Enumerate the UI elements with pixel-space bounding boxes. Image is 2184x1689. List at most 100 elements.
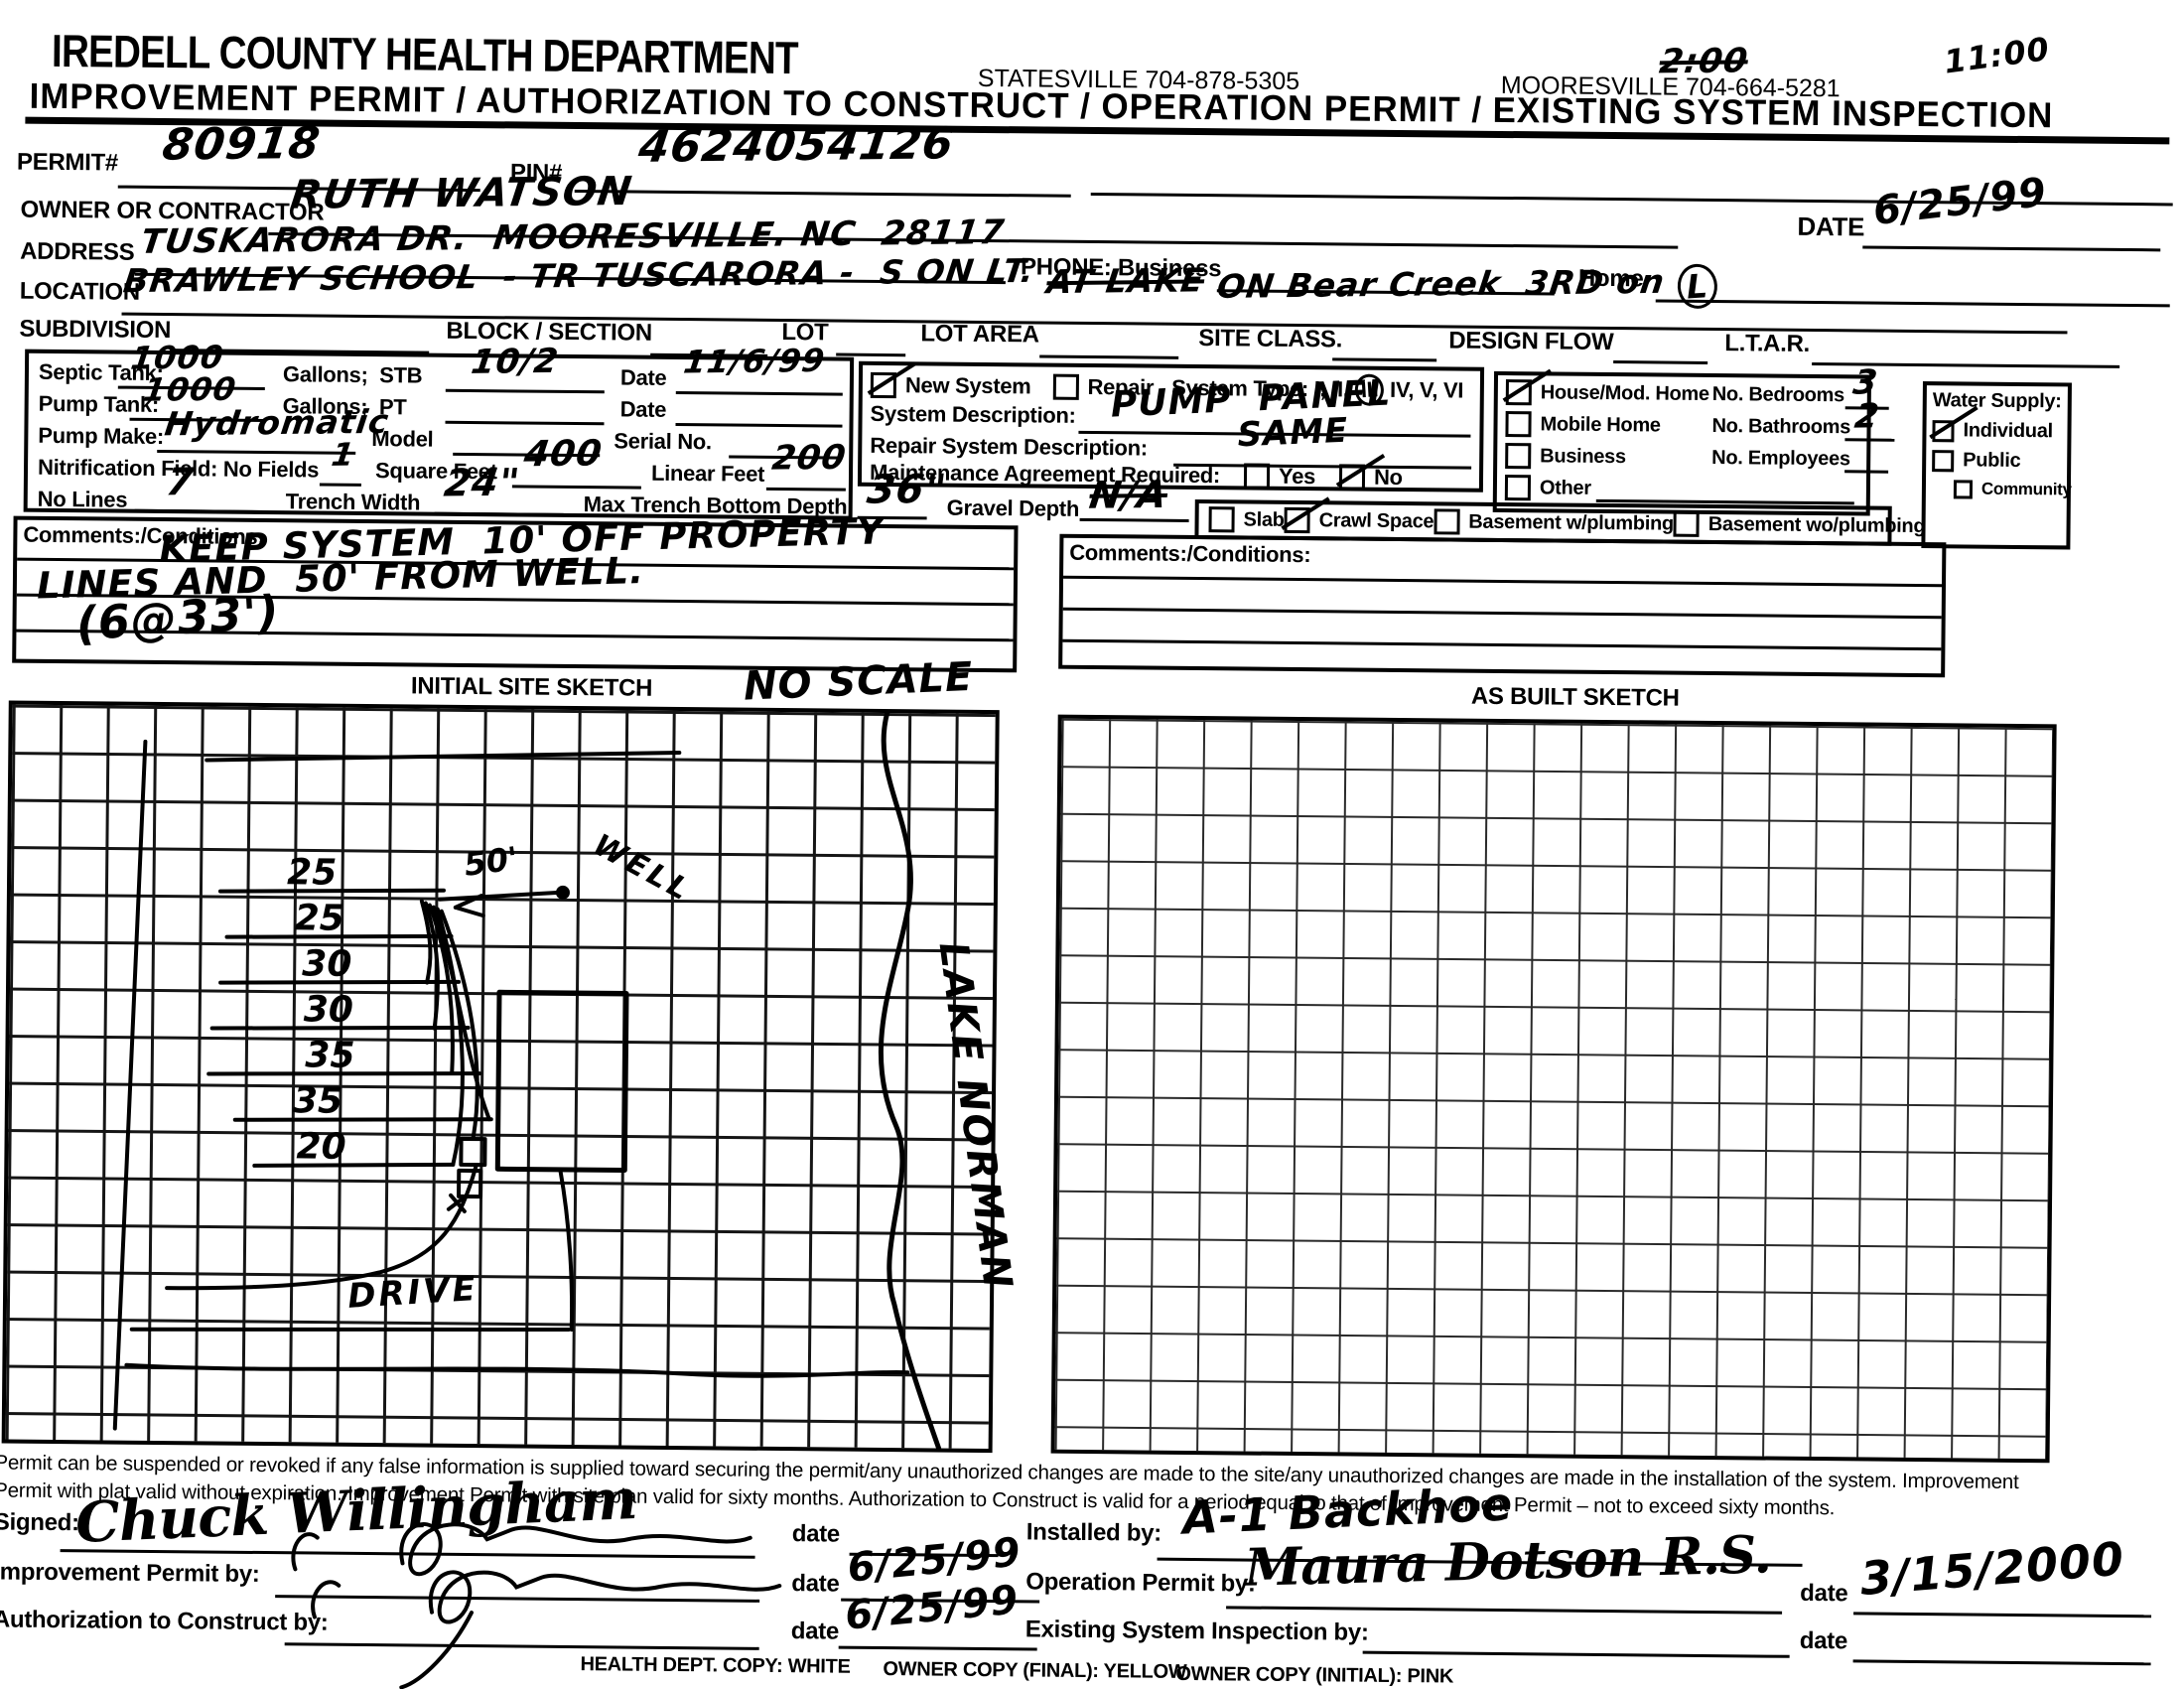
authorization-signature-scribble (311, 1570, 782, 1689)
improvement-signature-scribble (291, 1522, 752, 1577)
location-circled-letter: L (1676, 262, 1719, 311)
improvement-permit-label: Improvement Permit by: (0, 1558, 260, 1589)
checkbox-slab (1208, 506, 1235, 533)
trench-length-label: 35 (293, 1080, 343, 1121)
comments-right-label: Comments:/Conditions: (1069, 539, 1311, 568)
shoreline (878, 710, 942, 1452)
operation-date-underline (1853, 1612, 2152, 1619)
community-row: Community (1953, 479, 2072, 499)
business-row: Business (1505, 442, 1626, 470)
repair-description-label: Repair System Description: (870, 432, 1148, 461)
gallons-stb-label: Gallons; STB (282, 361, 423, 388)
pin-value: 4624054126 (635, 118, 958, 173)
bathrooms-value: 2 (1852, 396, 1882, 437)
force-main (439, 909, 479, 1141)
checkbox-basement-wo-plumbing (1673, 510, 1700, 537)
square-feet-value: 400 (521, 433, 606, 476)
checkbox-public (1932, 449, 1955, 472)
employees-underline (1844, 470, 1889, 474)
trench-width-label: Trench Width (285, 489, 421, 515)
initial-sketch-drawing: 25 25 30 30 35 35 20 50' WELL DRIVE LAKE… (112, 710, 1021, 1452)
installed-by-label: Installed by: (1025, 1518, 1162, 1547)
trench-line (224, 933, 454, 939)
existing-date-underline (1852, 1659, 2151, 1666)
location-value: BRAWLEY SCHOOL - TR TUSCARORA - S ON LT.… (121, 249, 1719, 311)
pump-make-label: Pump Make: (38, 422, 165, 450)
lake-label: LAKE NORMAN (930, 939, 1021, 1293)
copy-white-note: HEALTH DEPT. COPY: WHITE (580, 1653, 851, 1678)
mobile-home-label: Mobile Home (1540, 412, 1661, 436)
drive-line (129, 1327, 571, 1332)
agency-title: IREDELL COUNTY HEALTH DEPARTMENT (51, 24, 798, 84)
ltar-label: L.T.A.R. (1724, 330, 1811, 357)
checkbox-basement-w-plumbing (1433, 508, 1460, 535)
authorization-date-underline (838, 1645, 1037, 1651)
supply-line (423, 901, 440, 1031)
linear-feet-value: 200 (769, 437, 849, 479)
phone-home-underline (1655, 299, 2170, 308)
crawl-space-label: Crawl Space (1318, 508, 1434, 532)
individual-label: Individual (1963, 419, 2053, 443)
basement-wo-label: Basement wo/plumbing (1707, 512, 1926, 537)
trench-length-label: 35 (305, 1035, 355, 1075)
supply-line (427, 903, 455, 1075)
authorization-label: Authorization to Construct by: (0, 1606, 329, 1636)
drive-curve (165, 1165, 478, 1291)
site-class-underline (1332, 357, 1437, 362)
operation-date-value: 3/15/2000 (1857, 1531, 2126, 1607)
checkbox-maintenance-no (1338, 464, 1366, 491)
copy-pink-note: OWNER COPY (INITIAL): PINK (1175, 1662, 1454, 1688)
house-row: House/Mod. Home (1505, 379, 1709, 407)
location-part2: ON Bear Creek 3RD on (1214, 261, 1668, 306)
no-lines-value: 7 (164, 460, 198, 504)
well-label: WELL (588, 827, 698, 909)
lot-area-underline (1039, 354, 1179, 359)
trench-length-label: 30 (302, 943, 352, 984)
property-line-top (205, 751, 682, 763)
bedrooms-label: No. Bedrooms (1711, 382, 1845, 407)
fields-underline (319, 483, 361, 487)
copy-yellow-note: OWNER COPY (FINAL): YELLOW (883, 1658, 1187, 1683)
permit-label: PERMIT# (16, 148, 119, 177)
trench-length-label: 25 (295, 898, 345, 938)
gravel-depth-label: Gravel Depth (946, 494, 1080, 521)
public-row: Public (1932, 449, 2021, 473)
existing-date-label: date (1799, 1626, 1848, 1655)
initial-sketch-title: INITIAL SITE SKETCH (410, 672, 653, 702)
system-type-rest: IV, V, VI (1390, 376, 1464, 403)
operation-permit-label: Operation Permit by: (1025, 1568, 1256, 1598)
other-row: Other (1504, 474, 1591, 501)
pt-date-label: Date (619, 396, 667, 422)
existing-inspection-label: Existing System Inspection by: (1024, 1616, 1369, 1646)
design-flow-label: DESIGN FLOW (1448, 327, 1614, 356)
handwritten-time: 11:00 (1942, 29, 2053, 81)
property-line-left (112, 739, 148, 1431)
checkbox-mobile-home (1505, 410, 1532, 438)
linear-feet-label: Linear Feet (650, 460, 765, 487)
stb-date-value: 11/6/99 (681, 341, 828, 381)
no-scale-note: NO SCALE (743, 653, 975, 710)
bathrooms-label: No. Bathrooms (1711, 414, 1851, 439)
maintenance-yes-label: Yes (1278, 463, 1316, 490)
other-label: Other (1539, 476, 1591, 499)
operation-permit-signature: Maura Dotson R.S. (1243, 1524, 1772, 1599)
bathrooms-underline (1844, 438, 1895, 442)
checkbox-house (1505, 379, 1532, 406)
water-supply-title: Water Supply: (1932, 389, 2062, 413)
drive-edge-right (558, 1167, 575, 1333)
basement-w-label: Basement w/plumbing (1468, 510, 1674, 535)
checkbox-maintenance-yes (1243, 463, 1271, 490)
stb-value: 10/2 (469, 341, 562, 382)
location-struck-text: AT LAKE (1043, 260, 1207, 302)
location-part1: BRAWLEY SCHOOL - TR TUSCARORA - S ON LT. (121, 250, 1037, 301)
signed-date-label: date (791, 1520, 841, 1548)
maintenance-label: Maintenance Agreement Required: (869, 459, 1221, 489)
waterfront-line (124, 1362, 910, 1378)
new-system-label: New System (904, 372, 1031, 399)
checkbox-community (1953, 479, 1974, 499)
supply-line (431, 905, 491, 1122)
permit-value: 80918 (159, 117, 324, 171)
maintenance-no-label: No (1373, 464, 1403, 491)
